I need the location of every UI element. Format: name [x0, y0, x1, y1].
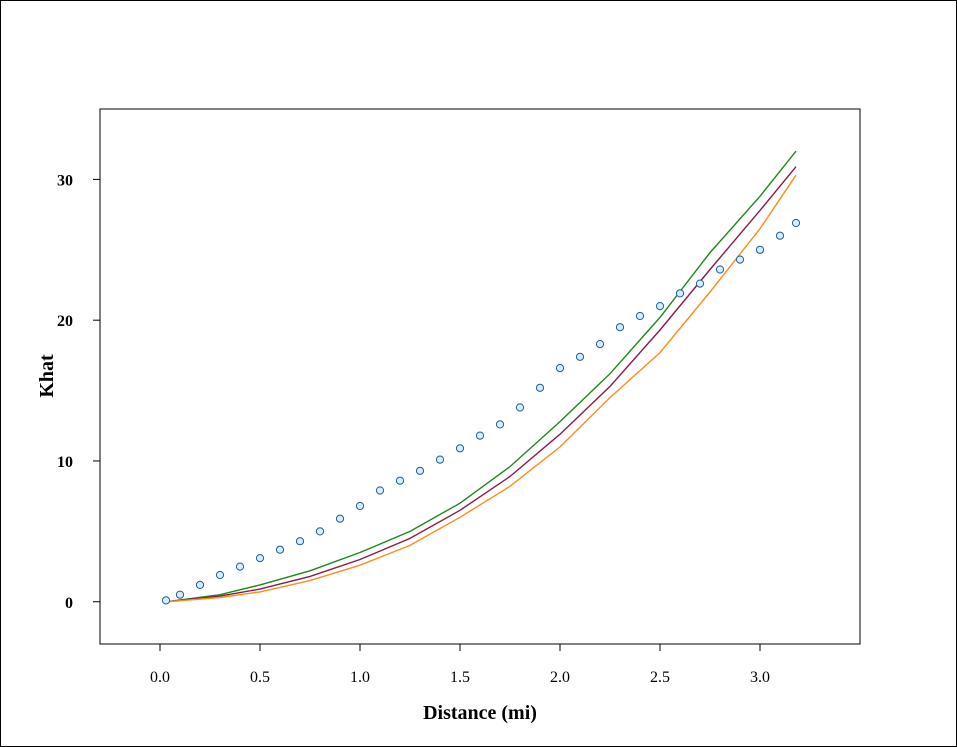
x-tick-label: 2.5: [650, 669, 670, 686]
data-point: [675, 289, 685, 298]
x-tick-label: 0.0: [150, 669, 170, 686]
data-point: [595, 340, 605, 349]
x-tick-label: 0.5: [250, 669, 270, 686]
x-tick-label: 1.0: [350, 669, 370, 686]
x-tick-label: 2.0: [550, 669, 570, 686]
x-tick-label: 1.5: [450, 669, 470, 686]
data-point: [161, 596, 171, 605]
y-tick-label: 10: [57, 454, 73, 471]
data-point: [335, 514, 345, 523]
data-point: [375, 486, 385, 495]
data-point: [635, 311, 645, 321]
data-point: [775, 231, 785, 240]
series-layer: [161, 150, 801, 605]
series-line-1: [165, 166, 797, 603]
data-point: [615, 323, 625, 332]
data-point: [575, 352, 585, 361]
data-point: [695, 279, 705, 288]
x-axis: 0.0 0.5 1.0 1.5 2.0 2.5 3.0: [150, 644, 770, 686]
data-point: [355, 501, 365, 511]
data-point: [295, 537, 305, 546]
data-point: [755, 245, 765, 254]
data-point: [791, 218, 801, 228]
data-point: [315, 527, 325, 536]
data-point: [175, 590, 185, 599]
x-axis-title: Distance (mi): [423, 702, 537, 724]
data-point: [735, 255, 745, 264]
series-line-0: [165, 150, 797, 603]
data-point: [255, 554, 265, 563]
y-axis: 0 10 20 30: [57, 172, 100, 612]
data-point: [195, 580, 205, 590]
data-point: [435, 455, 445, 464]
data-point: [415, 466, 425, 475]
y-tick-label: 30: [57, 172, 73, 189]
data-point: [535, 383, 545, 392]
data-point: [555, 364, 565, 373]
y-tick-label: 0: [65, 595, 73, 612]
data-point: [475, 431, 485, 440]
data-point: [655, 302, 665, 311]
y-axis-title: Khat: [36, 354, 58, 398]
data-point: [495, 420, 505, 429]
plot-area-border: [99, 108, 861, 645]
data-point: [395, 476, 405, 485]
series-line-2: [165, 174, 797, 603]
data-point: [215, 570, 225, 580]
data-point: [515, 403, 525, 412]
data-point: [455, 444, 465, 453]
series-points-3: [161, 218, 801, 605]
data-point: [275, 545, 285, 554]
data-point: [715, 265, 725, 274]
x-tick-label: 3.0: [750, 669, 770, 686]
data-point: [235, 562, 245, 571]
y-tick-label: 20: [57, 313, 73, 330]
